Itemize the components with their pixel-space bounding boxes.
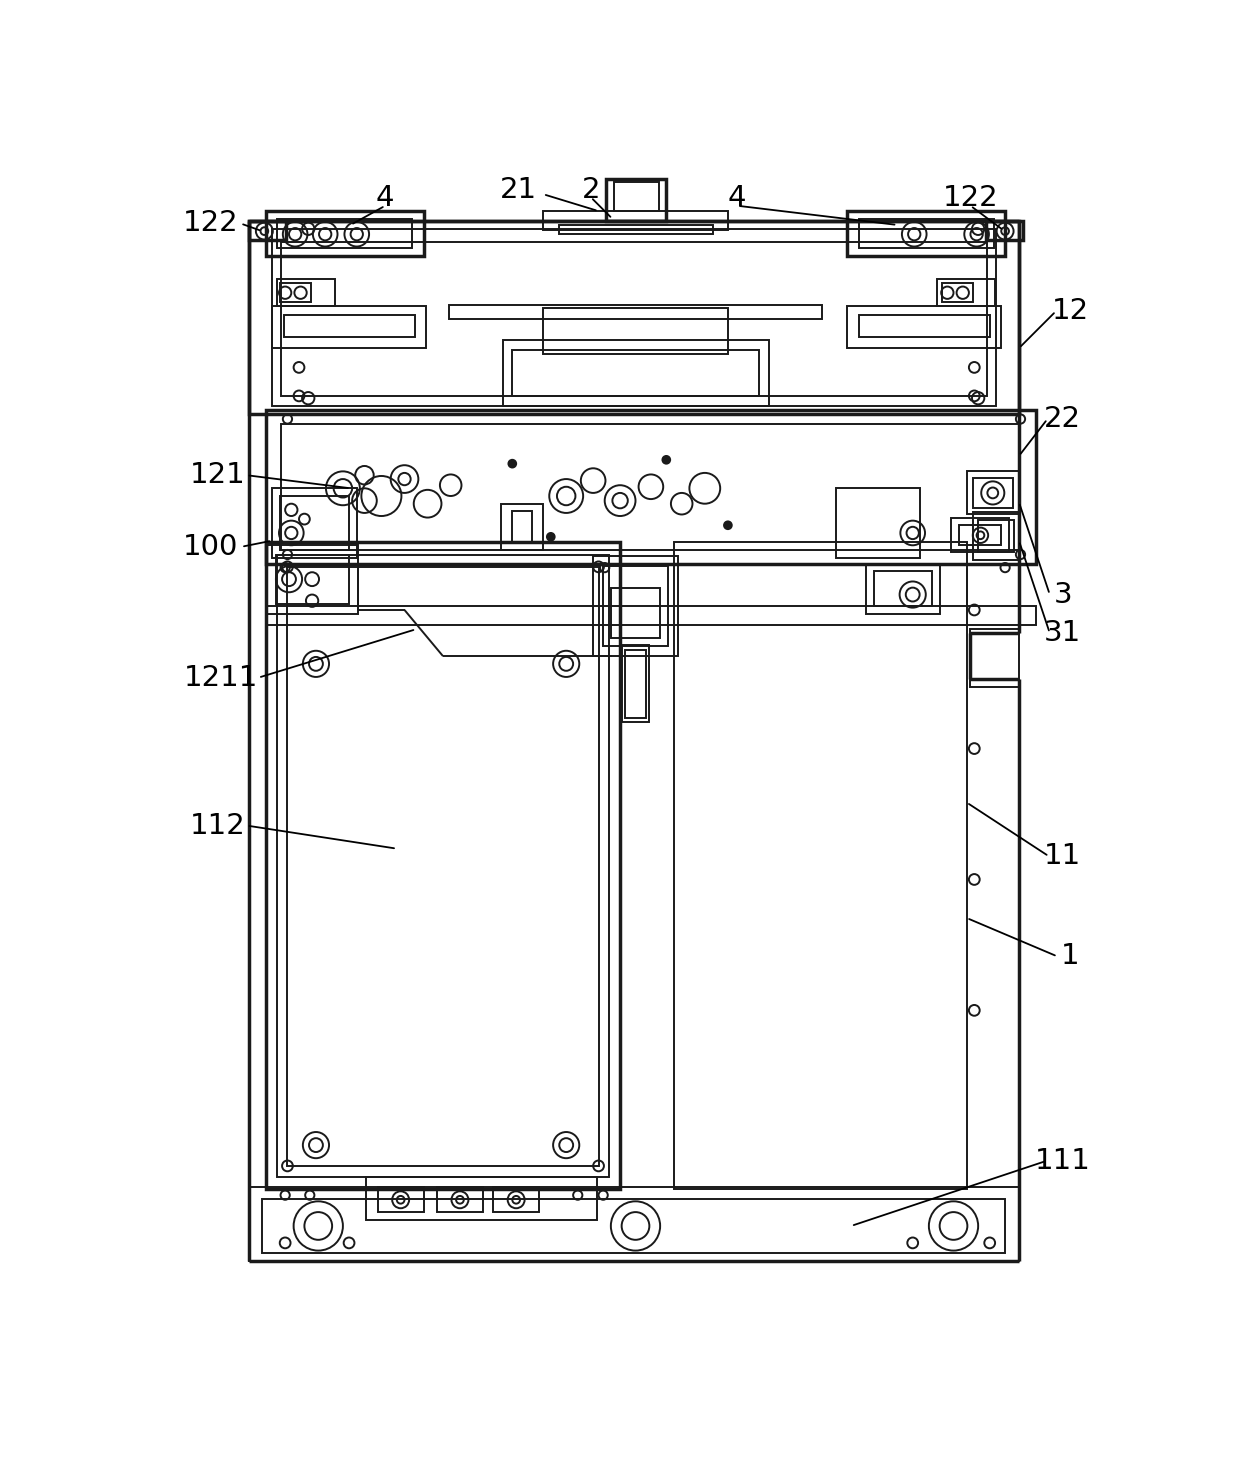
Bar <box>859 315 990 337</box>
Bar <box>558 225 713 234</box>
Bar <box>972 512 1019 559</box>
Bar <box>265 542 620 1189</box>
Bar <box>265 545 358 613</box>
Bar <box>942 283 972 302</box>
Bar <box>543 211 728 230</box>
Bar <box>272 306 427 348</box>
Bar <box>967 471 1019 514</box>
Bar <box>436 1187 484 1212</box>
Bar <box>603 567 668 646</box>
Bar <box>614 182 658 211</box>
Bar <box>278 555 609 1177</box>
Bar <box>262 1199 1006 1253</box>
Text: 122: 122 <box>182 209 238 237</box>
Bar <box>951 518 1009 552</box>
Bar <box>280 283 310 302</box>
Bar <box>277 555 350 603</box>
Text: 4: 4 <box>728 184 746 212</box>
Bar <box>272 228 996 406</box>
Bar <box>621 644 650 722</box>
Bar <box>512 511 532 542</box>
Bar <box>859 218 993 247</box>
Text: 31: 31 <box>1044 619 1081 647</box>
Bar <box>449 305 822 319</box>
Bar <box>593 556 678 656</box>
Text: 2: 2 <box>582 176 600 205</box>
Bar <box>836 489 920 558</box>
Bar <box>972 477 1013 508</box>
Bar <box>543 307 728 354</box>
Bar <box>503 341 769 406</box>
Bar <box>278 278 335 306</box>
Bar <box>265 606 1035 625</box>
Bar <box>249 221 286 240</box>
Bar <box>281 423 1021 550</box>
Bar <box>281 242 987 395</box>
Bar <box>249 221 1019 414</box>
Bar <box>978 520 1013 552</box>
Bar <box>847 306 1001 348</box>
Circle shape <box>508 460 516 467</box>
Circle shape <box>547 533 554 540</box>
Bar <box>494 1187 539 1212</box>
Text: 4: 4 <box>376 184 394 212</box>
Bar <box>971 630 1019 687</box>
Text: 100: 100 <box>182 533 238 561</box>
Text: 21: 21 <box>500 176 537 205</box>
Bar <box>501 504 543 550</box>
Bar <box>986 221 1023 240</box>
Bar <box>512 350 759 395</box>
Bar <box>249 1187 1019 1261</box>
Text: 12: 12 <box>1052 297 1089 325</box>
Text: 11: 11 <box>1044 842 1081 871</box>
Bar <box>847 211 1006 256</box>
Text: 1211: 1211 <box>184 663 258 691</box>
Bar <box>288 567 599 1165</box>
Bar <box>625 650 646 717</box>
Bar <box>611 589 660 638</box>
Bar <box>377 1187 424 1212</box>
Bar <box>265 410 1035 564</box>
Circle shape <box>724 521 732 529</box>
Bar <box>675 542 967 1189</box>
Bar <box>272 489 357 558</box>
Bar <box>937 278 994 306</box>
Text: 112: 112 <box>190 811 246 839</box>
Text: 122: 122 <box>942 184 998 212</box>
Text: 3: 3 <box>1054 581 1073 609</box>
Bar <box>265 211 424 256</box>
Bar <box>606 179 666 221</box>
Circle shape <box>662 455 670 464</box>
Bar <box>366 1177 596 1220</box>
Text: 1: 1 <box>1061 943 1080 971</box>
Bar <box>867 564 940 613</box>
Bar <box>959 526 1001 545</box>
Bar <box>278 218 412 247</box>
Bar <box>280 496 350 550</box>
Bar <box>874 571 932 606</box>
Text: 121: 121 <box>190 461 246 489</box>
Bar <box>284 315 414 337</box>
Text: 22: 22 <box>1044 406 1081 433</box>
Text: 111: 111 <box>1035 1146 1091 1174</box>
